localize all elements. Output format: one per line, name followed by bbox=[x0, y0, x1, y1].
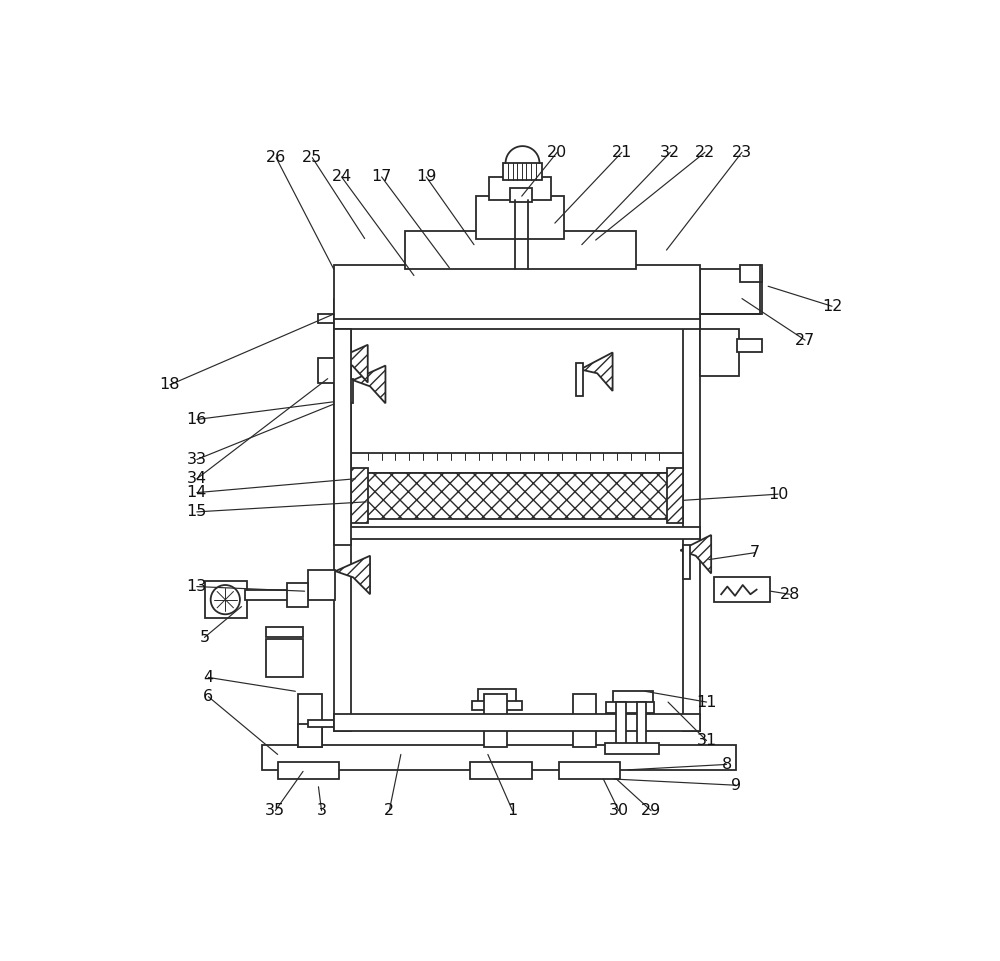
Text: 5: 5 bbox=[199, 629, 210, 645]
Text: 29: 29 bbox=[641, 803, 661, 818]
Text: 26: 26 bbox=[266, 150, 286, 165]
Text: 13: 13 bbox=[187, 579, 207, 594]
Bar bbox=[616, 702, 626, 745]
Bar bbox=[266, 628, 303, 636]
Bar bbox=[476, 196, 564, 238]
Text: 10: 10 bbox=[768, 486, 788, 502]
Bar bbox=[700, 269, 762, 314]
Bar bbox=[737, 338, 762, 353]
Text: 6: 6 bbox=[203, 689, 213, 704]
Bar bbox=[308, 570, 335, 601]
Text: 22: 22 bbox=[695, 145, 715, 160]
Text: 21: 21 bbox=[612, 145, 632, 160]
Bar bbox=[266, 639, 303, 678]
Bar bbox=[559, 762, 620, 779]
Bar bbox=[351, 453, 683, 473]
Bar bbox=[606, 702, 654, 713]
Bar bbox=[334, 299, 700, 315]
Text: 19: 19 bbox=[416, 169, 436, 185]
Bar bbox=[470, 762, 532, 779]
Bar bbox=[334, 299, 351, 731]
Polygon shape bbox=[335, 555, 370, 594]
Text: 17: 17 bbox=[371, 169, 392, 185]
Text: 12: 12 bbox=[822, 299, 842, 314]
Text: 32: 32 bbox=[660, 145, 680, 160]
Text: 7: 7 bbox=[750, 545, 760, 560]
Bar bbox=[503, 163, 542, 180]
Bar bbox=[318, 357, 335, 382]
Bar bbox=[700, 330, 739, 376]
Bar bbox=[351, 468, 368, 524]
Text: 31: 31 bbox=[696, 733, 717, 748]
Bar bbox=[334, 265, 700, 319]
Bar bbox=[740, 265, 762, 283]
Bar bbox=[245, 590, 308, 601]
Bar bbox=[278, 762, 339, 779]
Bar bbox=[334, 330, 351, 545]
Text: 8: 8 bbox=[721, 757, 732, 772]
Text: 18: 18 bbox=[160, 378, 180, 392]
Text: 25: 25 bbox=[302, 150, 322, 165]
Text: 34: 34 bbox=[187, 471, 207, 486]
Text: 20: 20 bbox=[547, 145, 567, 160]
Text: 28: 28 bbox=[780, 587, 800, 602]
Bar bbox=[334, 714, 700, 731]
Polygon shape bbox=[335, 345, 368, 382]
Bar bbox=[573, 695, 596, 747]
Text: 27: 27 bbox=[795, 333, 815, 348]
Polygon shape bbox=[580, 353, 613, 391]
Bar bbox=[576, 363, 583, 396]
Bar bbox=[484, 695, 507, 747]
Text: 2: 2 bbox=[384, 803, 394, 818]
Text: 30: 30 bbox=[609, 803, 629, 818]
Circle shape bbox=[211, 585, 240, 614]
Bar bbox=[478, 689, 516, 704]
Bar bbox=[489, 177, 551, 200]
Bar bbox=[683, 299, 700, 731]
Bar bbox=[472, 701, 522, 710]
Bar bbox=[205, 581, 247, 618]
Bar bbox=[666, 468, 683, 524]
Bar bbox=[308, 720, 582, 727]
Bar bbox=[613, 691, 653, 708]
Bar bbox=[714, 578, 770, 602]
Bar bbox=[298, 695, 322, 747]
Text: 24: 24 bbox=[331, 169, 352, 185]
Bar bbox=[365, 473, 669, 519]
Text: 15: 15 bbox=[187, 505, 207, 519]
Text: 11: 11 bbox=[696, 695, 717, 709]
Text: 14: 14 bbox=[187, 485, 207, 500]
Bar bbox=[683, 545, 690, 579]
Text: 1: 1 bbox=[507, 803, 518, 818]
Text: 3: 3 bbox=[317, 803, 327, 818]
Text: 16: 16 bbox=[187, 412, 207, 427]
Text: 35: 35 bbox=[265, 803, 285, 818]
Text: 33: 33 bbox=[187, 452, 207, 467]
Bar bbox=[510, 188, 532, 203]
Bar bbox=[287, 583, 308, 606]
Text: 23: 23 bbox=[732, 145, 752, 160]
Polygon shape bbox=[353, 365, 385, 404]
Bar bbox=[334, 315, 700, 330]
Bar bbox=[637, 702, 646, 745]
Bar bbox=[605, 743, 659, 753]
Bar bbox=[262, 745, 736, 770]
Text: 4: 4 bbox=[203, 670, 213, 685]
Text: 9: 9 bbox=[731, 777, 741, 793]
Bar bbox=[405, 231, 636, 269]
Bar bbox=[334, 379, 353, 404]
Bar bbox=[298, 724, 322, 747]
Bar bbox=[334, 528, 700, 539]
Polygon shape bbox=[680, 535, 711, 574]
